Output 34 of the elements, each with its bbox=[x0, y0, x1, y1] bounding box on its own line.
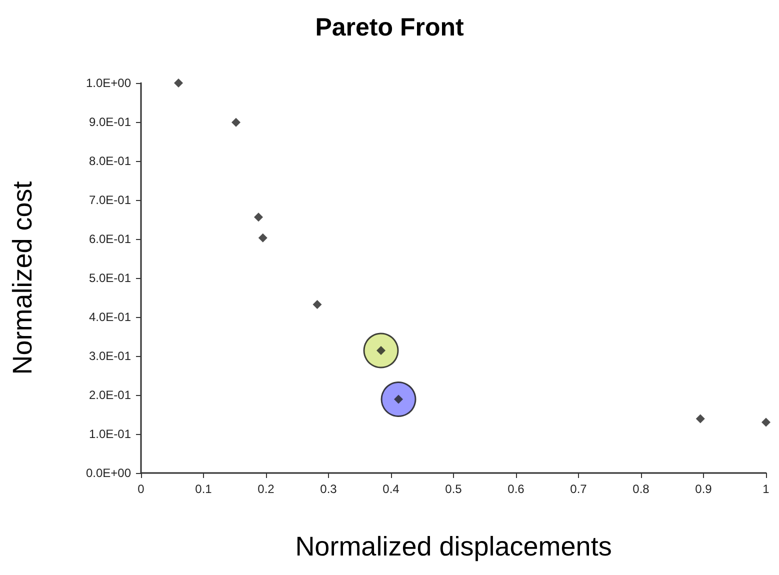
x-tick-label: 0.4 bbox=[382, 482, 400, 496]
x-tick-label: 0 bbox=[138, 482, 145, 496]
x-tick-label: 0.6 bbox=[508, 482, 525, 496]
y-tick-label: 3.0E-01 bbox=[88, 349, 132, 363]
point bbox=[380, 382, 416, 418]
point bbox=[363, 332, 399, 368]
y-tick-label: 7.0E-01 bbox=[88, 193, 132, 207]
x-tick-label: 0.1 bbox=[195, 482, 212, 496]
x-axis-title: Normalized displacements bbox=[295, 532, 612, 562]
y-tick-label: 0.0E+00 bbox=[86, 466, 132, 480]
y-tick-label: 1.0E+00 bbox=[86, 76, 132, 90]
y-tick-label: 1.0E-01 bbox=[88, 427, 132, 441]
x-tick-label: 0.7 bbox=[570, 482, 588, 496]
y-tick-label: 8.0E-01 bbox=[88, 154, 132, 168]
chart-title: Pareto Front bbox=[315, 14, 464, 42]
x-tick-label: 0.3 bbox=[320, 482, 338, 496]
y-tick-label: 5.0E-01 bbox=[88, 271, 132, 285]
point bbox=[696, 414, 705, 424]
point bbox=[174, 78, 183, 88]
y-tick-label: 6.0E-01 bbox=[88, 232, 132, 246]
x-tick-label: 0.5 bbox=[445, 482, 462, 496]
y-tick-label: 2.0E-01 bbox=[88, 388, 132, 402]
x-tick-label: 0.2 bbox=[258, 482, 275, 496]
y-tick-label: 9.0E-01 bbox=[88, 115, 132, 129]
point bbox=[232, 118, 240, 127]
x-tick-label: 1 bbox=[762, 482, 770, 496]
point bbox=[762, 418, 770, 427]
x-tick-label: 0.9 bbox=[695, 482, 712, 496]
y-tick-label: 4.0E-01 bbox=[88, 310, 132, 324]
x-tick-label: 0.8 bbox=[632, 482, 650, 496]
point bbox=[254, 212, 263, 222]
point bbox=[258, 233, 268, 242]
y-axis-title: Normalized cost bbox=[8, 180, 38, 375]
point bbox=[312, 300, 322, 310]
